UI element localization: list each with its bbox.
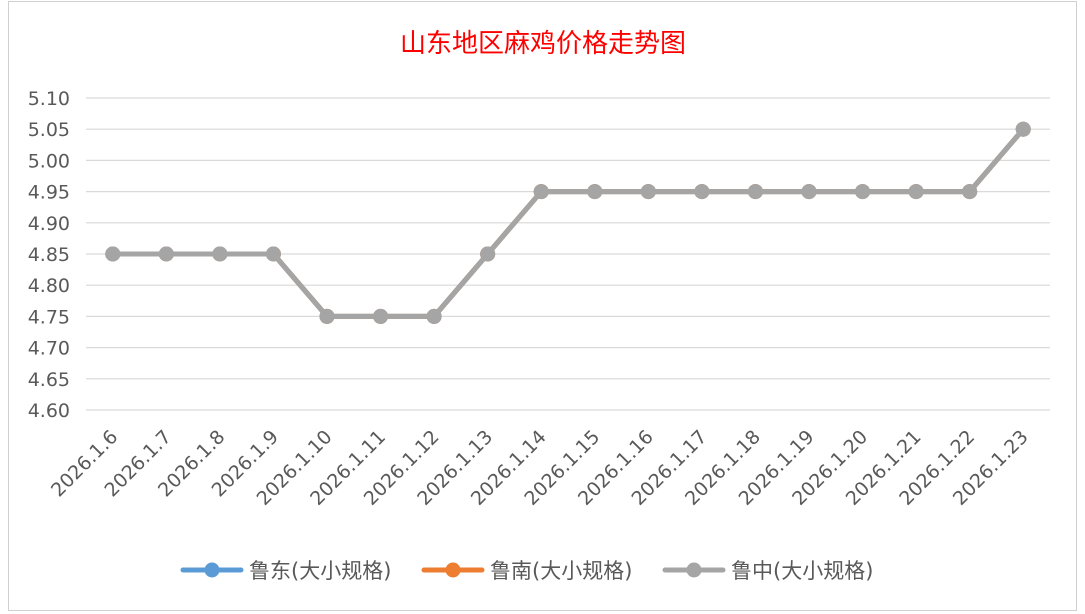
data-point [587,184,603,200]
y-tick-label: 4.65 [28,369,70,391]
y-tick-label: 4.80 [28,275,70,297]
data-point [426,308,442,324]
series-group [105,121,1031,324]
legend-marker [445,562,461,578]
data-point [694,184,710,200]
data-point [373,308,389,324]
y-tick-label: 5.05 [28,119,70,141]
data-point [747,184,763,200]
series-line [110,126,1026,319]
data-point [265,246,281,262]
data-point [319,308,335,324]
data-point [640,184,656,200]
y-tick-label: 4.70 [28,338,70,360]
data-point [908,184,924,200]
chart-title: 山东地区麻鸡价格走势图 [400,29,686,59]
legend-label: 鲁中(大小规格) [731,559,873,583]
data-point [212,246,228,262]
data-point [158,246,174,262]
y-tick-label: 4.75 [28,306,70,328]
legend: 鲁东(大小规格) 鲁南(大小规格) 鲁中(大小规格) [180,559,873,583]
y-tick-label: 5.10 [28,88,70,110]
y-tick-label: 5.00 [28,150,70,172]
legend-label: 鲁南(大小规格) [490,559,632,583]
x-axis-ticks: 2026.1.62026.1.72026.1.82026.1.92026.1.1… [47,426,1033,510]
y-tick-label: 4.85 [28,244,70,266]
legend-marker [686,562,702,578]
y-tick-label: 4.90 [28,213,70,235]
legend-marker [204,562,220,578]
gridlines [86,97,1050,411]
data-point [801,184,817,200]
data-point [480,246,496,262]
data-point [962,184,978,200]
data-point [533,184,549,200]
data-point [855,184,871,200]
data-point [105,246,121,262]
legend-label: 鲁东(大小规格) [249,559,391,583]
y-tick-label: 4.95 [28,182,70,204]
y-tick-label: 4.60 [28,400,70,422]
chart-frame [8,1,1077,611]
y-axis-ticks: 4.60 4.65 4.70 4.75 4.80 4.85 4.90 4.95 5.00 5.05… [28,88,70,422]
data-point [1015,121,1031,137]
